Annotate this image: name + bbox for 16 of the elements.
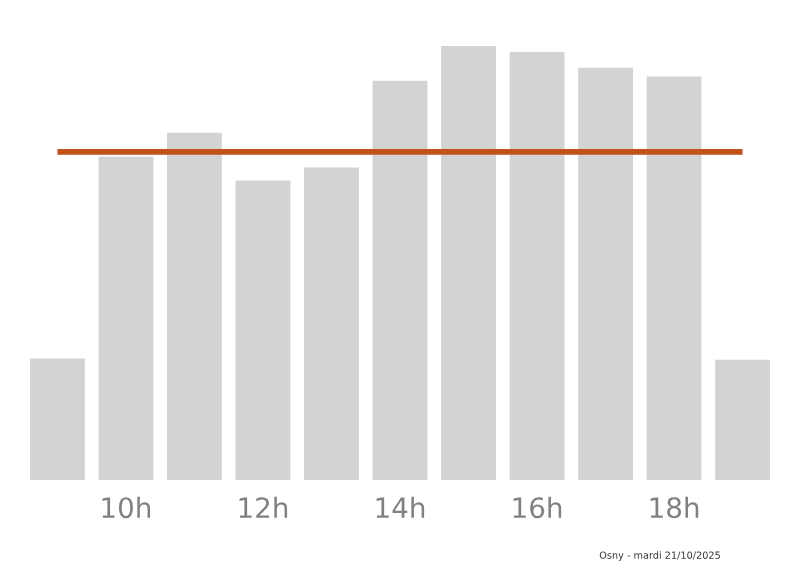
bar <box>304 167 359 480</box>
x-tick-label: 12h <box>239 496 288 518</box>
bar <box>98 156 154 480</box>
x-tick-label: 16h <box>513 496 562 519</box>
x-tick-label: 14h <box>376 496 425 518</box>
bar <box>646 76 702 480</box>
x-tick-label: 10h <box>102 496 151 519</box>
bar <box>715 359 770 480</box>
bar <box>167 132 222 480</box>
bar <box>509 52 565 480</box>
bar <box>30 358 85 480</box>
x-tick-label: 18h <box>650 496 699 519</box>
bar <box>372 80 428 480</box>
bar <box>235 180 291 480</box>
bar <box>578 67 633 480</box>
bar <box>441 46 496 480</box>
